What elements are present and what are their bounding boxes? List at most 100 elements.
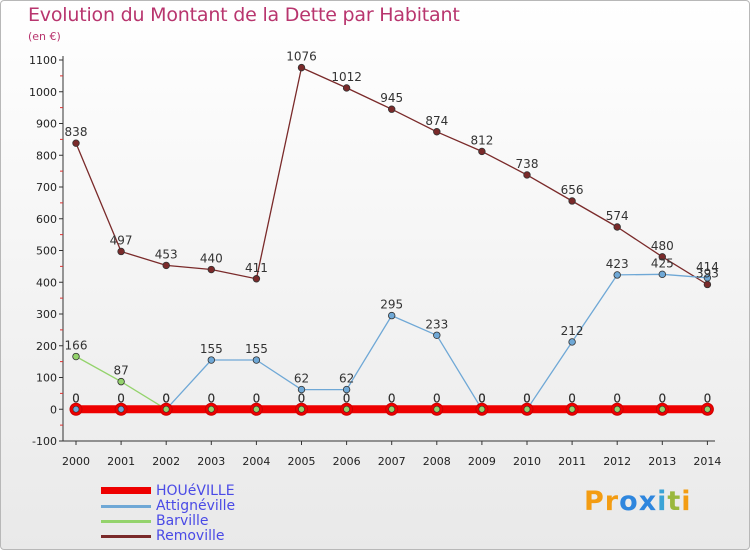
data-label: 0 [478, 391, 486, 405]
data-label: 425 [651, 256, 674, 270]
data-label: 0 [478, 391, 486, 405]
data-point [568, 338, 576, 346]
logo-letter: i [657, 486, 668, 517]
data-label: 233 [425, 317, 448, 331]
data-label: 0 [162, 391, 170, 405]
data-label: 0 [568, 391, 576, 405]
y-tick-label: 500 [36, 245, 57, 258]
data-label: 166 [65, 339, 88, 353]
data-point [252, 356, 261, 364]
data-point [252, 275, 261, 283]
proxiti-logo: Proxiti [584, 486, 692, 517]
data-point [478, 147, 486, 156]
data-point [703, 274, 712, 282]
data-point [117, 247, 125, 256]
y-tick-label: 0 [50, 403, 57, 416]
data-label: 423 [606, 257, 629, 271]
data-label: 0 [388, 391, 396, 405]
data-point [207, 356, 215, 364]
data-point [342, 385, 351, 394]
y-tick-label: 700 [36, 181, 57, 194]
data-point-overlay [613, 405, 621, 413]
legend-label: Attignéville [156, 498, 236, 514]
data-label: 453 [155, 247, 178, 261]
data-point-overlay [298, 405, 305, 413]
chart-unit: (en €) [28, 30, 61, 43]
data-label: 812 [470, 133, 493, 147]
x-tick-label: 2000 [62, 455, 90, 468]
data-label: 0 [162, 391, 170, 405]
data-label: 0 [478, 391, 486, 405]
data-point [433, 331, 441, 339]
x-tick-label: 2009 [468, 455, 496, 468]
data-label: 62 [339, 372, 354, 386]
data-label: 0 [72, 391, 80, 405]
data-label: 0 [704, 391, 712, 405]
data-label: 0 [207, 391, 215, 405]
logo-letter: P [584, 486, 605, 517]
data-label: 0 [388, 391, 396, 405]
x-tick-label: 2014 [693, 455, 721, 468]
x-tick-label: 2012 [603, 455, 631, 468]
logo-letter: i [681, 486, 692, 517]
data-label: 0 [298, 391, 306, 405]
data-label: 414 [696, 260, 719, 274]
data-point [162, 261, 170, 270]
data-point-overlay [343, 405, 350, 413]
data-label: 0 [523, 391, 531, 405]
data-label: 0 [433, 391, 441, 405]
data-label: 0 [433, 391, 441, 405]
data-point-overlay [433, 405, 441, 413]
data-point [568, 197, 576, 205]
data-point [388, 311, 396, 320]
data-label: 0 [343, 391, 351, 405]
data-label: 62 [294, 372, 309, 386]
data-label: 945 [380, 91, 403, 105]
data-label: 0 [704, 391, 712, 405]
y-tick-label: 1100 [29, 54, 57, 67]
data-point-overlay [704, 405, 711, 413]
data-label: 480 [651, 239, 674, 253]
data-label: 155 [200, 342, 223, 356]
data-label: 0 [117, 391, 125, 405]
data-point-overlay [388, 405, 396, 413]
data-point-overlay [72, 405, 80, 413]
data-label: 738 [516, 157, 539, 171]
x-tick-label: 2001 [107, 455, 135, 468]
y-tick-label: 200 [36, 340, 57, 353]
logo-letter: o [619, 486, 639, 517]
data-label: 0 [658, 391, 666, 405]
legend-label: HOUéVILLE [156, 483, 235, 499]
data-point-overlay [568, 405, 576, 413]
y-tick-label: 400 [36, 276, 57, 289]
data-label: 0 [72, 391, 80, 405]
data-point-overlay [208, 405, 215, 413]
data-label: 0 [343, 391, 351, 405]
data-label: 411 [245, 261, 268, 275]
data-label: 0 [613, 391, 621, 405]
legend-label: Removille [156, 528, 225, 544]
x-tick-label: 2006 [333, 455, 361, 468]
data-label: 656 [561, 183, 584, 197]
data-label: 0 [207, 391, 215, 405]
data-point [703, 280, 712, 289]
data-point [433, 128, 441, 136]
y-tick-label: -100 [32, 435, 57, 448]
data-point [297, 385, 306, 394]
data-label: 0 [162, 391, 170, 405]
data-point [207, 265, 215, 274]
x-tick-label: 2010 [513, 455, 541, 468]
data-point-overlay [523, 405, 531, 413]
data-point [117, 377, 125, 386]
data-point-overlay [658, 405, 666, 413]
data-point [342, 84, 351, 92]
data-label: 838 [65, 125, 88, 139]
x-tick-label: 2008 [423, 455, 451, 468]
data-label: 212 [561, 324, 584, 338]
x-tick-label: 2002 [152, 455, 180, 468]
data-label: 574 [606, 209, 629, 223]
data-label: 1076 [286, 50, 317, 64]
x-tick-label: 2003 [197, 455, 225, 468]
x-tick-label: 2004 [242, 455, 270, 468]
